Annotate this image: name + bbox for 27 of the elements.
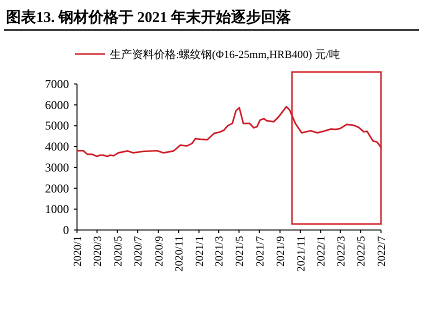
x-tick-label: 2022/7 [376,236,388,267]
line-series [76,106,382,158]
x-tick-label: 2020/7 [132,236,145,267]
y-tick-label: 6000 [45,98,69,112]
y-tick-label: 0 [63,223,69,237]
chart-title: 图表13. 钢材价格于 2021 年末开始逐步回落 [6,9,292,26]
x-tick-label: 2022/3 [335,236,348,267]
x-tick-label: 2021/9 [275,236,287,267]
y-tick-label: 1000 [45,202,69,216]
x-tick-label: 2020/11 [174,236,186,272]
x-tick-label: 2021/1 [194,236,206,267]
y-tick-label: 4000 [45,140,69,154]
x-tick-label: 2022/5 [356,236,368,267]
x-tick-label: 2020/5 [112,236,124,267]
y-tick-label: 2000 [45,181,69,196]
x-tick-label: 2021/11 [295,236,308,272]
x-tick-label: 2021/7 [254,236,266,267]
y-tick-label: 5000 [45,118,69,133]
y-tick-label: 7000 [45,77,69,91]
x-tick-label: 2020/3 [92,236,104,267]
y-tick-label: 3000 [45,160,69,174]
x-tick-label: 2022/1 [316,236,328,267]
x-tick-label: 2020/1 [72,236,84,267]
x-tick-label: 2021/3 [214,236,226,267]
legend-label: 生产资料价格:螺纹钢(Φ16-25mm,HRB400) 元/吨 [110,48,340,61]
x-tick-label: 2021/5 [234,236,246,267]
x-tick-label: 2020/9 [153,236,166,267]
